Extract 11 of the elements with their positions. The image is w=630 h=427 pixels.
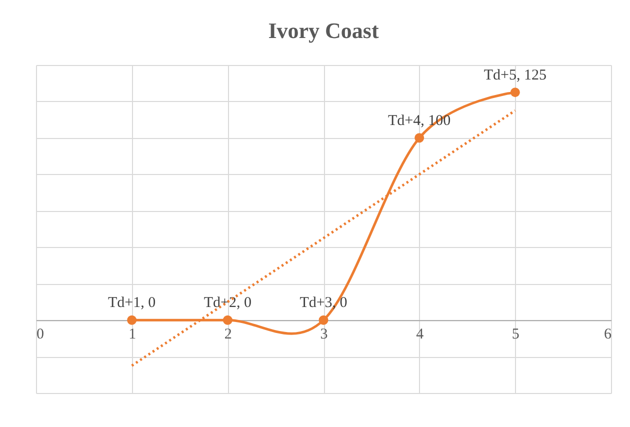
x-tick-label: 4 <box>416 326 424 343</box>
data-label: Td+1, 0 <box>108 295 156 312</box>
chart-title: Ivory Coast <box>268 18 380 43</box>
x-tick-label: 6 <box>604 326 612 343</box>
x-tick-label: 2 <box>224 326 232 343</box>
x-tick-label: 5 <box>512 326 520 343</box>
x-tick-label: 0 <box>36 326 44 343</box>
data-label: Td+5, 125 <box>484 67 546 84</box>
data-label: Td+3, 0 <box>300 295 348 312</box>
x-tick-label: 1 <box>128 326 136 343</box>
x-tick-label: 3 <box>320 326 328 343</box>
